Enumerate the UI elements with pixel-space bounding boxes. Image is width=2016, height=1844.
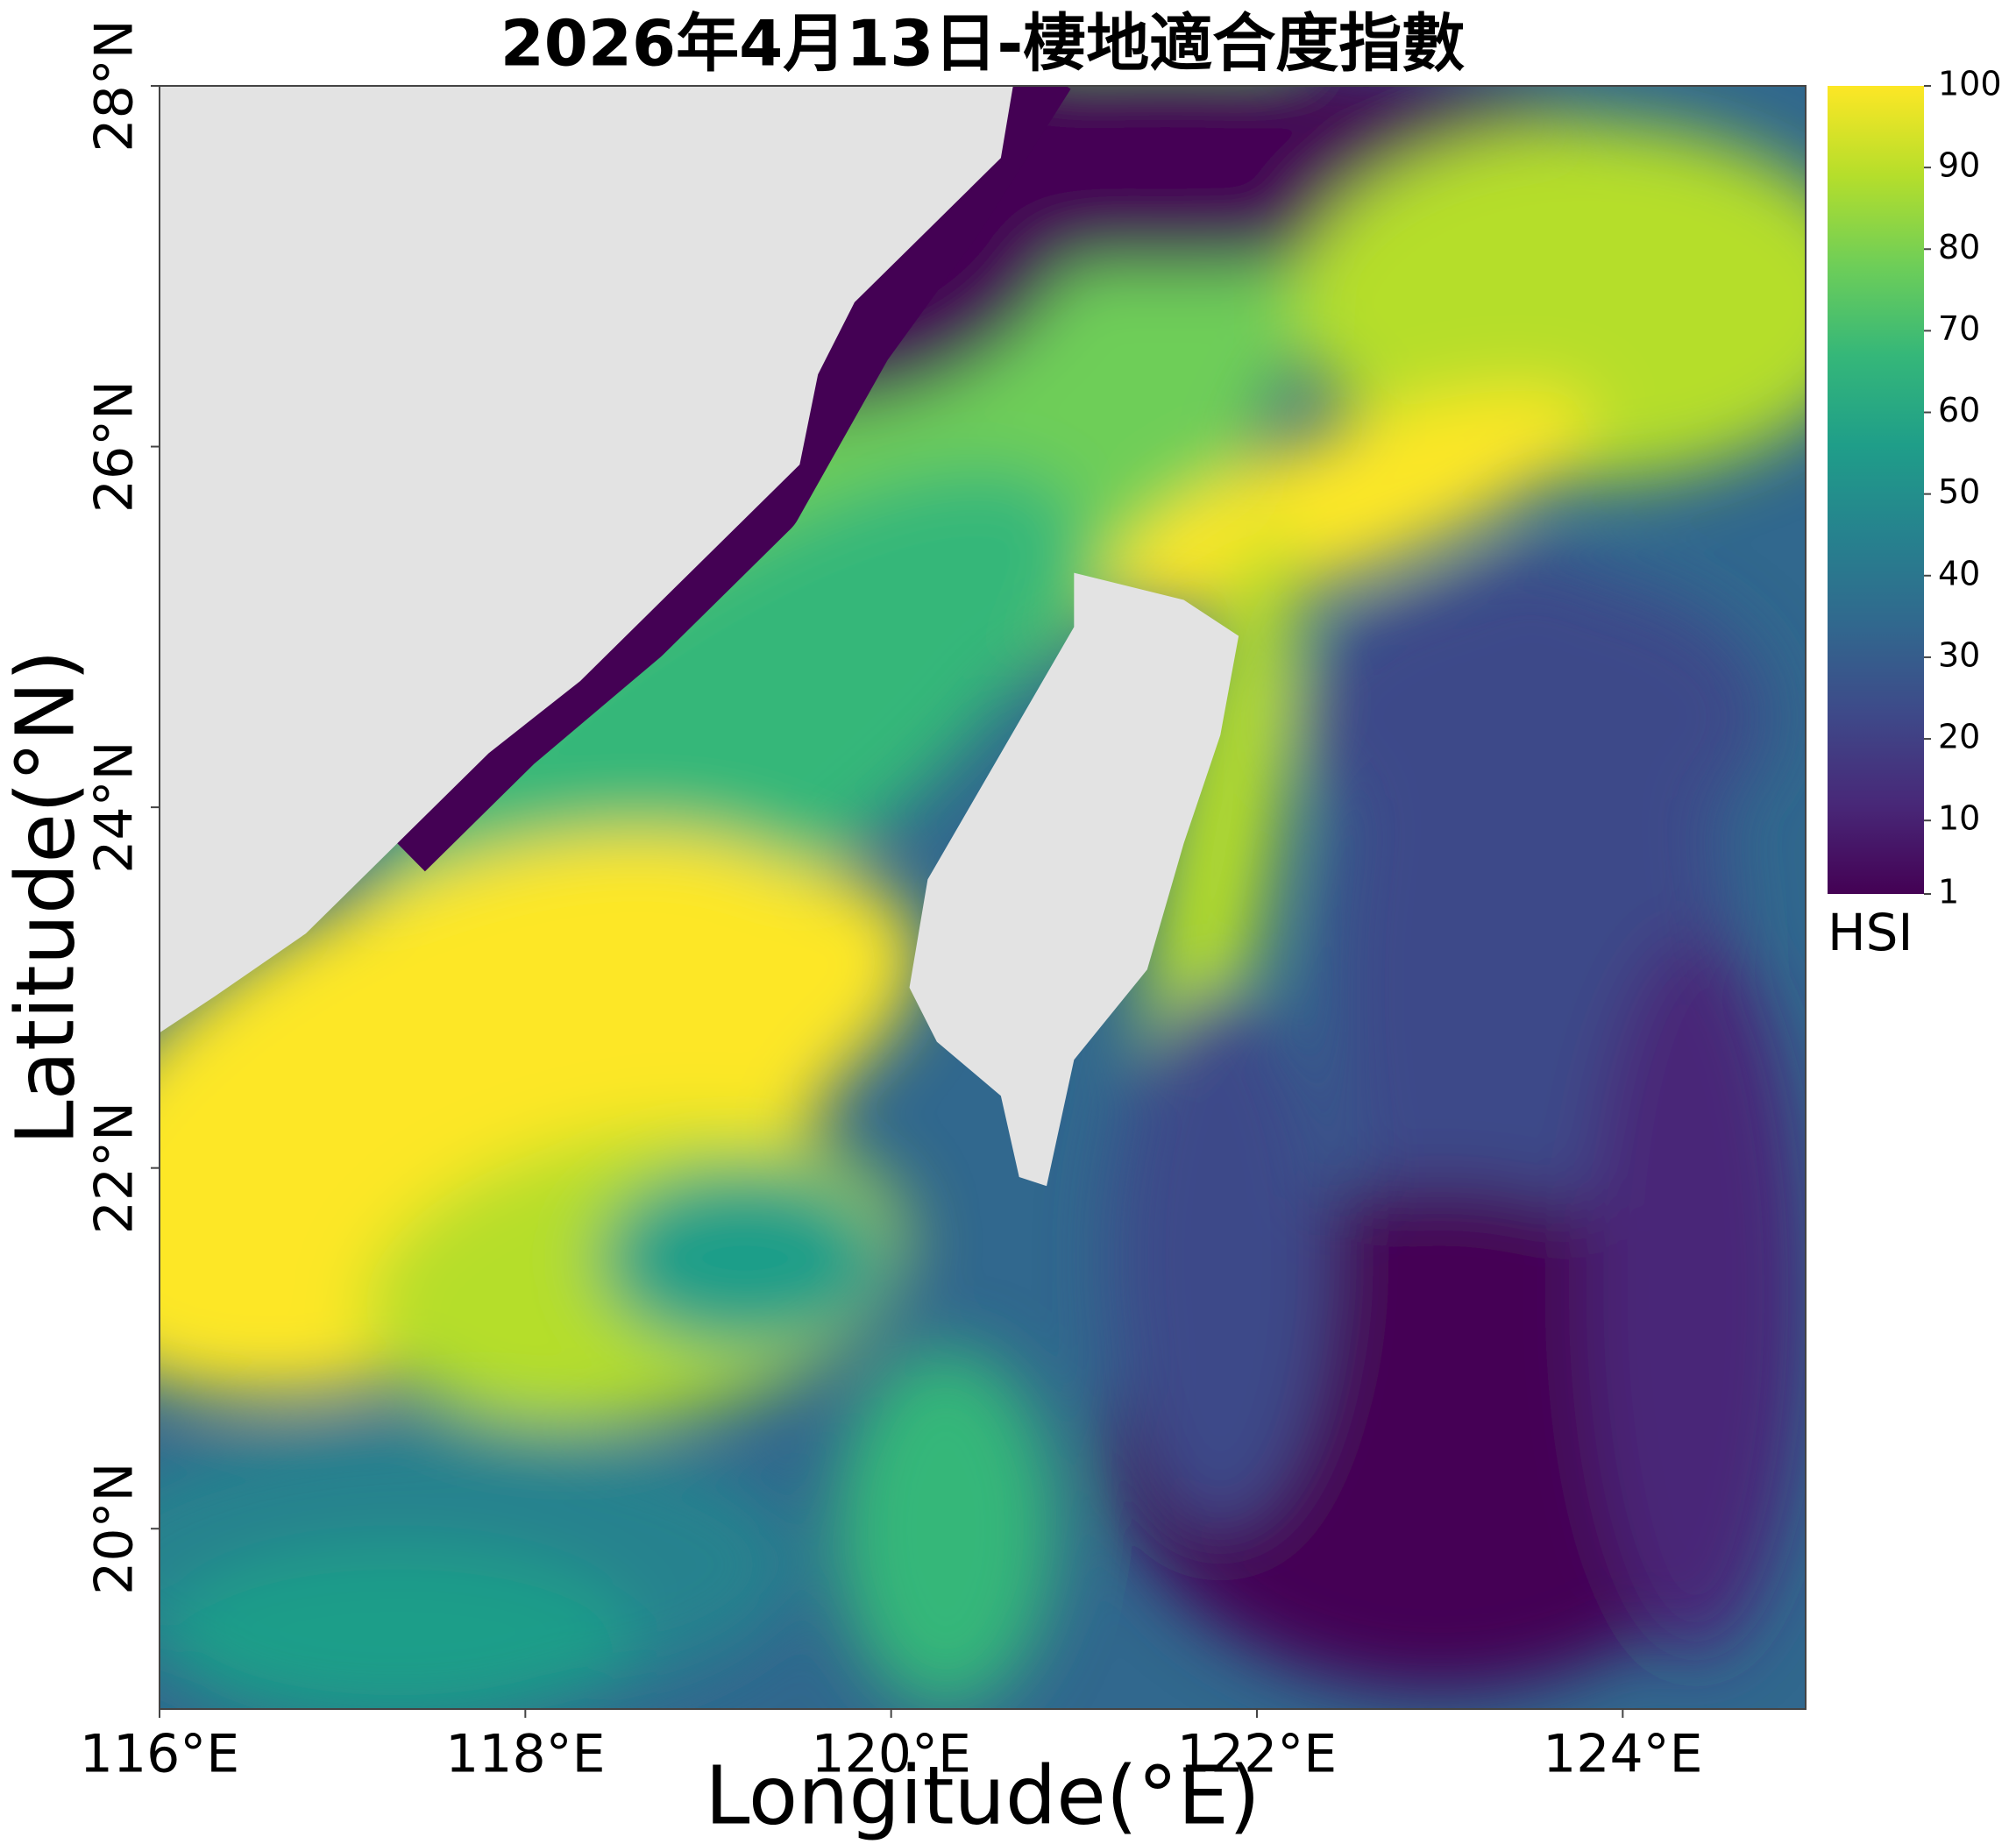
colorbar-tick-label: 1 <box>1938 873 1959 911</box>
colorbar-tick-label: 30 <box>1938 635 1980 674</box>
field-blob <box>1142 523 1299 1164</box>
mainland <box>160 86 1013 1033</box>
field-blob <box>836 1348 1056 1709</box>
x-tick-label: 120°E <box>811 1724 970 1785</box>
field-blob <box>598 1167 891 1349</box>
colorbar-title: HSI <box>1828 903 1913 962</box>
field-blob <box>160 1546 635 1709</box>
field-blob <box>1111 987 1331 1529</box>
y-tick-label: 20°N <box>84 1463 146 1595</box>
y-tick-label: 28°N <box>84 19 146 152</box>
colorbar-tick-label: 40 <box>1938 554 1980 592</box>
x-tick-label: 118°E <box>445 1724 605 1785</box>
field-blob <box>1293 572 1770 862</box>
field-blob <box>497 865 919 1146</box>
y-tick-label: 22°N <box>84 1102 146 1234</box>
colorbar-tick-label: 90 <box>1938 146 1980 185</box>
field-blob <box>1293 122 1806 483</box>
colorbar <box>1828 86 1924 894</box>
chart-title: 2026年4月13日-棲地適合度指數 <box>500 7 1466 81</box>
x-axis-title: Longitude(°E) <box>705 1748 1260 1840</box>
y-tick-label: 24°N <box>84 741 146 873</box>
colorbar-tick-label: 20 <box>1938 718 1980 756</box>
hsi-field <box>160 86 1806 1709</box>
colorbar-tick-label: 50 <box>1938 472 1980 511</box>
y-axis-title: Latitude(°N) <box>0 649 92 1145</box>
field-blob <box>1586 933 1806 1656</box>
y-tick-label: 26°N <box>84 380 146 513</box>
plot-frame <box>159 85 1807 1710</box>
colorbar-tick-label: 70 <box>1938 309 1980 348</box>
field-blob <box>1106 389 1591 612</box>
colorbar-tick-label: 60 <box>1938 391 1980 429</box>
x-tick-label: 122°E <box>1177 1724 1337 1785</box>
x-tick-label: 124°E <box>1543 1724 1702 1785</box>
colorbar-tick-label: 80 <box>1938 228 1980 266</box>
colorbar-tick-label: 10 <box>1938 799 1980 838</box>
colorbar-tick-label: 100 <box>1938 65 2002 103</box>
taiwan <box>909 572 1239 1187</box>
x-tick-label: 116°E <box>80 1724 239 1785</box>
